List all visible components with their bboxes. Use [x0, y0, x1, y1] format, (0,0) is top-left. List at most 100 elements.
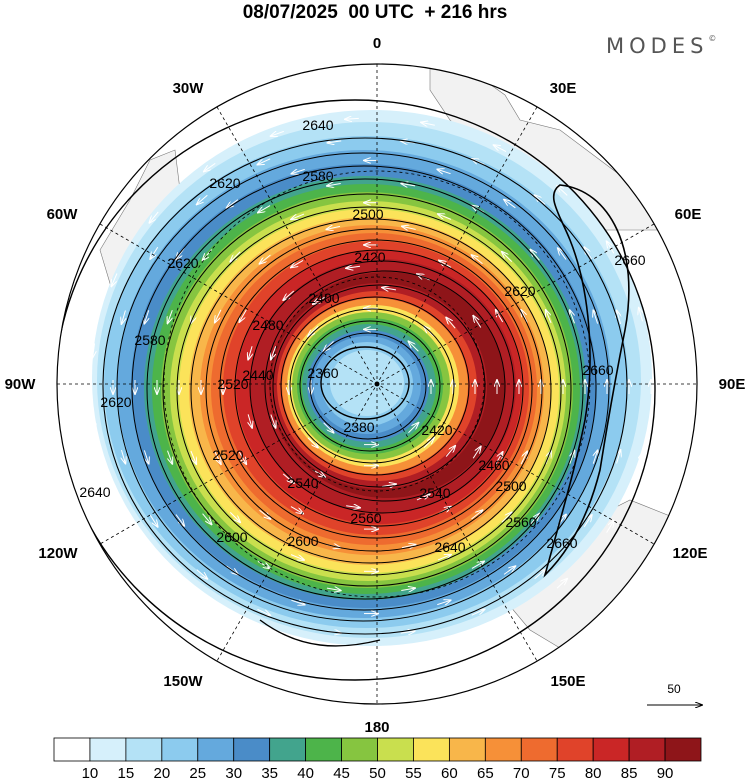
wind-arrow-31 — [248, 346, 252, 359]
wind-arrow-23 — [382, 287, 397, 289]
wind-arrow-80 — [530, 514, 539, 525]
contour-label-12: 2560 — [505, 514, 536, 530]
wind-arrow-30 — [248, 414, 252, 427]
wind-speed-shading — [92, 110, 652, 646]
colorbar-tick-6: 40 — [297, 765, 314, 782]
contour-line-11 — [249, 260, 515, 514]
contour-line-5 — [162, 193, 572, 587]
wind-arrow-146 — [203, 602, 215, 611]
contour-label-7: 2380 — [343, 419, 374, 435]
wind-arrow-92 — [401, 183, 416, 185]
wind-arrow-120 — [471, 609, 485, 616]
wind-arrow-102 — [291, 600, 304, 604]
wind-arrow-26 — [472, 447, 481, 459]
wind-arrow-149 — [93, 416, 95, 431]
wind-arrow-119 — [534, 570, 546, 580]
wind-band-27 — [330, 350, 404, 416]
contour-label-10: 2500 — [495, 478, 526, 494]
contour-line-7 — [190, 218, 552, 564]
reference-vector-label: 50 — [667, 682, 681, 696]
brand-logo: MODES© — [606, 34, 716, 58]
wind-arrow-147 — [148, 550, 158, 562]
colorbar-swatch-15 — [592, 737, 630, 762]
colorbar-swatch-10 — [413, 737, 450, 762]
wind-arrow-158 — [557, 186, 568, 196]
lon-label-90w: 90W — [5, 376, 37, 393]
wind-arrow-1 — [408, 423, 418, 434]
colorbar-swatch-7 — [305, 737, 342, 762]
wind-arrow-97 — [593, 450, 597, 464]
wind-arrow-73 — [291, 213, 305, 219]
wind-arrow-11 — [307, 437, 318, 448]
wind-arrow-76 — [502, 252, 513, 262]
contour-line-13 — [272, 284, 486, 488]
contour-label-1: 2620 — [209, 175, 240, 191]
lon-label-0: 0 — [373, 35, 381, 52]
wind-arrow-131 — [257, 158, 271, 165]
contour-line-9 — [219, 239, 533, 539]
wind-arrow-105 — [144, 450, 148, 463]
wind-arrow-18 — [382, 484, 396, 486]
contour-label-11: 2540 — [419, 485, 450, 501]
lon-label-90e: 90E — [719, 376, 746, 393]
contour-line-4 — [146, 178, 584, 600]
contour-line-2640-south — [259, 619, 381, 647]
colorbar-tick-12: 70 — [513, 765, 530, 782]
wind-arrow-135 — [535, 195, 546, 205]
colorbar-tick-2: 20 — [153, 765, 170, 782]
contour-label-26: 2520 — [212, 447, 243, 463]
wind-arrow-154 — [271, 131, 284, 136]
contour-line-12 — [264, 270, 506, 502]
colorbar-tick-5: 35 — [261, 765, 278, 782]
map-disc — [57, 64, 697, 704]
wind-arrow-90 — [258, 205, 271, 213]
wind-arrow-129 — [150, 246, 159, 259]
wind-arrow-41 — [238, 451, 246, 464]
wind-arrow-144 — [344, 655, 359, 656]
wind-arrow-27 — [416, 494, 430, 501]
lon-label-180: 180 — [364, 719, 389, 736]
contour-line-2 — [116, 152, 610, 622]
wind-arrow-68 — [229, 512, 240, 522]
contour-label-14: 2600 — [287, 533, 318, 549]
contour-label-23: 2520 — [217, 376, 248, 392]
wind-arrow-81 — [471, 561, 484, 569]
contour-labels: 2640 2620 2580 2500 2420 2400 2360 2380 2420 2460… — [79, 117, 645, 555]
wind-arrow-46 — [439, 260, 452, 268]
colorbar: 10 15 20 25 30 35 40 45 50 55 60 65 70 75 80 85 90 — [53, 737, 702, 782]
wind-arrow-58 — [326, 226, 341, 229]
contour-label-13: 2600 — [216, 529, 247, 545]
wind-arrow-65 — [437, 555, 451, 561]
wind-arrow-9 — [423, 438, 434, 448]
wind-arrow-151 — [111, 273, 118, 286]
wind-arrow-33 — [346, 266, 361, 268]
colorbar-tick-9: 55 — [405, 765, 422, 782]
contour-label-15: 2620 — [100, 394, 131, 410]
lon-label-120e: 120E — [672, 545, 707, 562]
lon-label-60w: 60W — [47, 206, 79, 223]
wind-arrow-85 — [202, 513, 212, 525]
contour-line-17 — [309, 332, 427, 440]
wind-arrow-139 — [639, 453, 643, 467]
colorbar-tick-0: 10 — [82, 765, 99, 782]
colorbar-tick-13: 75 — [549, 765, 566, 782]
colorbar-tick-15: 85 — [621, 765, 638, 782]
wind-arrow-13 — [308, 326, 319, 336]
wind-arrow-155 — [345, 118, 359, 119]
colorbar-tick-16: 90 — [657, 765, 674, 782]
wind-arrow-79 — [569, 451, 575, 465]
wind-arrow-140 — [606, 521, 614, 533]
wind-arrow-143 — [421, 649, 435, 652]
wind-arrow-128 — [121, 310, 125, 324]
wind-arrow-72 — [230, 251, 241, 262]
wind-arrow-60 — [472, 255, 483, 265]
colorbar-swatch-8 — [341, 737, 378, 762]
wind-arrow-35 — [473, 316, 482, 328]
wind-arrow-145 — [270, 638, 284, 643]
wind-arrow-153 — [204, 162, 216, 171]
wind-arrow-112 — [437, 169, 451, 173]
wind-arrow-61 — [521, 310, 528, 323]
contour-label-22: 2580 — [134, 332, 165, 348]
colorbar-swatch-17 — [664, 737, 702, 762]
colorbar-swatch-5 — [233, 737, 271, 762]
